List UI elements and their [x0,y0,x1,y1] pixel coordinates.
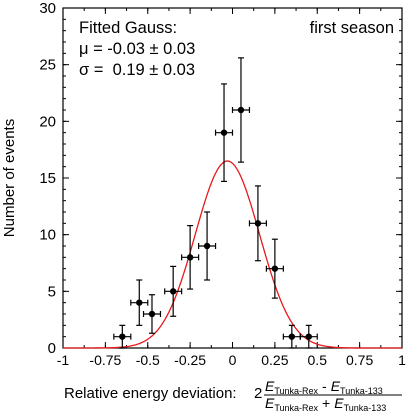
data-point [231,57,251,163]
data-point [265,238,284,299]
data-marker [119,333,126,340]
fit-sigma: σ = 0.19 ± 0.03 [79,61,195,79]
data-marker [288,333,296,340]
num-a-sub: Tunka-Rex [274,386,318,396]
den-b-sub: Tunka-133 [344,403,387,413]
data-marker [186,254,194,261]
x-tick-label: 0 [229,352,237,368]
x-tick-label: -0.5 [136,352,160,368]
data-marker [237,106,245,114]
data-marker [148,310,156,318]
data-point [299,324,318,349]
data-point [142,294,162,334]
y-axis-ticks: 0 5 10 15 20 25 30 [39,0,402,357]
data-marker [169,288,177,295]
data-point [181,225,200,290]
data-marker [271,265,279,272]
x-tick-label: -0.75 [89,352,121,368]
data-point [130,279,149,326]
data-point [164,265,183,317]
y-tick-label: 25 [39,57,56,74]
data-points [113,57,318,349]
data-point [113,324,132,349]
y-axis-label: Number of events [1,119,18,237]
data-marker [220,129,228,136]
num-b-main: E [331,378,341,394]
x-tick-label: 0.75 [346,352,373,368]
fit-mu: μ = -0.03 ± 0.03 [79,40,195,58]
num-a-main: E [265,378,275,394]
x-label-factor: 2 [254,385,262,402]
plot-frame [62,7,403,349]
data-marker [136,299,143,306]
num-b-sub: Tunka-133 [340,386,383,396]
den-a-main: E [265,395,275,411]
x-label-denominator: ETunka-Rex + ETunka-133 [265,395,386,413]
data-point [214,83,234,182]
y-tick-label: 15 [39,170,56,187]
gauss-fit-curve [63,160,402,349]
x-tick-label: 1 [398,352,406,368]
x-axis-label: Relative energy deviation: [64,385,237,402]
x-tick-label: 0.5 [308,352,328,368]
den-a-sub: Tunka-Rex [274,403,318,413]
y-tick-label: 10 [39,227,56,244]
season-label: first season [310,19,394,37]
data-point [248,185,267,262]
y-tick-label: 30 [39,0,56,17]
x-label-numerator: ETunka-Rex - ETunka-133 [265,378,383,396]
den-b-main: E [334,395,344,411]
x-axis-ticks: -1 -0.75 -0.5 -0.25 0 0.25 0.5 0.75 1 [57,8,406,368]
data-marker [203,242,211,250]
num-op: - [322,378,327,394]
data-marker [254,220,262,227]
den-op: + [322,395,330,411]
y-tick-label: 0 [48,340,56,357]
x-tick-label: -0.25 [174,352,206,368]
data-marker [305,333,312,340]
x-tick-label: 0.25 [261,352,288,368]
data-point [198,211,217,281]
fit-title: Fitted Gauss: [79,19,177,37]
y-tick-label: 5 [48,283,56,300]
x-tick-label: -1 [57,352,70,368]
data-point [282,324,301,349]
y-tick-label: 20 [39,113,56,130]
